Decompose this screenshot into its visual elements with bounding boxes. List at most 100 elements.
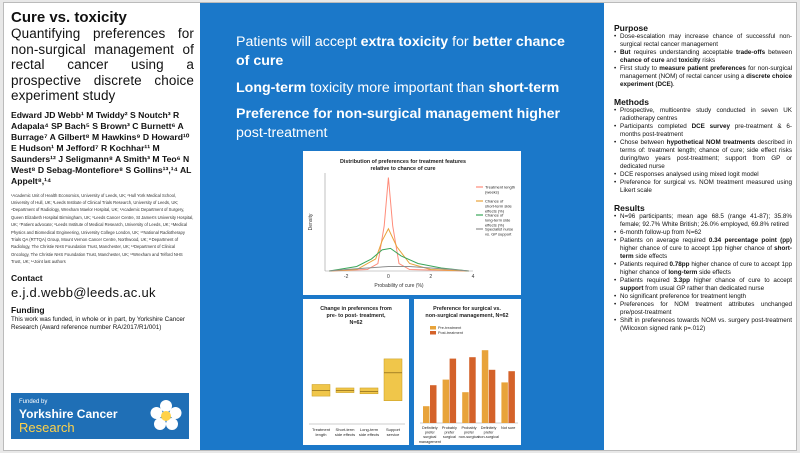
x-tick-label: Treatment length (312, 427, 331, 437)
text-run: extra toxicity (360, 34, 449, 50)
text-run: N=96 participants; mean age 68.5 (range … (620, 213, 792, 228)
poster-subtitle: Quantifying preferences for non-surgical… (11, 26, 194, 103)
center-panel: Patients will accept extra toxicity for … (200, 3, 604, 450)
x-tick-label: -2 (344, 274, 349, 280)
text-run: higher chance of cure to accept 1pp high… (620, 245, 775, 252)
funder-logo: Funded by Yorkshire Cancer Research (11, 393, 189, 439)
legend-swatch (430, 326, 436, 330)
x-tick-label-line: service (387, 432, 400, 437)
text-run: But (620, 49, 631, 56)
x-tick-label: 4 (472, 274, 475, 280)
x-tick-label-line: prefer (484, 431, 495, 435)
y-axis-label: Density (308, 213, 314, 230)
list-item: Participants completed DCE survey pre-tr… (614, 123, 792, 139)
text-run: 6-month follow-up from N=62 (620, 229, 702, 236)
series-line (329, 266, 469, 272)
text-run: Preference for surgical vs. NOM treatmen… (620, 179, 792, 194)
white-rose-icon (150, 400, 182, 430)
legend-label-line: vs. GP support (485, 232, 512, 237)
x-axis-label: Probability of cure (%) (374, 283, 424, 289)
text-run: Shift in preferences towards NOM vs. sur… (620, 317, 792, 332)
bar (449, 358, 457, 423)
list-item: Dose-escalation may increase chance of s… (614, 33, 792, 49)
x-tick-label-line: Probably (462, 426, 477, 430)
chart-title-line: relative to chance of cure (370, 166, 435, 172)
bar (423, 406, 430, 423)
section-heading: Methods (614, 97, 649, 107)
chart-title: Change in preferences from pre- to post- … (320, 306, 392, 326)
text-run: Participants completed (620, 123, 692, 130)
text-run: DCE responses analysed using mixed logit… (620, 171, 759, 178)
legend-label-line: short-term side (485, 204, 512, 209)
x-tick-label: 2 (429, 274, 432, 280)
chart-title-line: Distribution of preferences for treatmen… (340, 159, 466, 165)
text-run: higher chance of cure to accept (689, 277, 792, 284)
text-run: 3.3pp (673, 277, 690, 284)
text-run: requires understanding acceptable (630, 49, 737, 56)
text-run: pre-treatment & 6-months post-treatment (620, 123, 792, 138)
author-list: Edward JD Webb¹ M Twiddy² S Noutch³ R Ad… (11, 109, 192, 186)
text-run: for (448, 34, 473, 50)
bar (508, 371, 515, 423)
bar (430, 385, 437, 423)
text-run: Preference for non-surgical management h… (236, 106, 561, 122)
section-heading: Purpose (614, 23, 649, 33)
text-run: described in terms of: treatment length;… (620, 139, 792, 170)
headline-3: Preference for non-surgical management h… (236, 105, 576, 143)
text-run: Patients on average required (620, 237, 709, 244)
text-run: DCE survey (691, 123, 730, 130)
x-tick-label: Support service (386, 427, 401, 437)
x-tick-label-line: Probably (442, 426, 457, 430)
list-item: No significant preference for treatment … (614, 293, 792, 301)
legend-swatch (430, 331, 436, 335)
funding-text: This work was funded, in whole or in par… (11, 315, 185, 331)
x-tick-label-line: Definitely (481, 426, 497, 430)
text-run: No significant preference for treatment … (620, 293, 747, 300)
text-run: risks (700, 57, 716, 64)
legend-label: Chance of long-term side effects (%) (485, 213, 511, 228)
text-run: between (765, 49, 792, 56)
list-item: Prospective, multicentre study conducted… (614, 107, 792, 123)
x-tick-label-line: prefer (464, 431, 475, 435)
legend-label-line: effects (%) (485, 223, 505, 228)
text-run: side effects (633, 253, 668, 260)
text-run: from usual GP rather than dedicated nurs… (643, 285, 765, 292)
chart-title-line: non-surgical management, N=62 (425, 313, 508, 319)
bar (501, 382, 508, 423)
box (359, 387, 379, 395)
list-item: Patients on average required 0.34 percen… (614, 237, 792, 261)
list-item: But requires understanding acceptable tr… (614, 49, 792, 65)
text-run: Long-term (236, 80, 307, 96)
chart-title-line: Change in preferences from (320, 306, 392, 312)
funding-heading: Funding (11, 304, 45, 315)
legend-label-line: Specialist nurse (485, 227, 514, 232)
chart-title-line: N=62 (349, 320, 362, 326)
list-item: Preference for surgical vs. NOM treatmen… (614, 179, 792, 195)
bar (462, 392, 469, 423)
contact-email[interactable]: e.j.d.webb@leeds.ac.uk (11, 284, 156, 300)
box-chart: Change in preferences from pre- to post- … (303, 299, 409, 445)
text-run: measure patient preferences (659, 65, 746, 72)
text-run: 0.34 percentage point (pp) (708, 237, 792, 244)
text-run: Prospective, multicentre study conducted… (620, 107, 792, 122)
text-run: and (664, 57, 679, 64)
x-tick-label-line: side effects (335, 432, 355, 437)
x-tick-label-line: surgical (423, 435, 436, 439)
x-tick-label-line: side effects (359, 432, 379, 437)
density-chart: Distribution of preferences for treatmen… (303, 151, 521, 295)
legend-label-line: Treatment length (485, 185, 515, 190)
list-item: Shift in preferences towards NOM vs. sur… (614, 317, 792, 333)
text-run: Patients required (620, 277, 674, 284)
logo-name-line2: Research (19, 420, 75, 435)
text-run: trade-offs (736, 49, 766, 56)
text-run: Dose-escalation may increase chance of s… (620, 33, 792, 48)
right-column: PurposeDose-escalation may increase chan… (608, 3, 796, 450)
chart-title-line: pre- to post- treatment, (327, 313, 387, 319)
legend-label: Pre-treatment (438, 326, 462, 330)
headline-1: Patients will accept extra toxicity for … (236, 33, 566, 71)
legend-label-line: effects (%) (485, 209, 505, 214)
x-tick-label: 0 (387, 274, 390, 280)
text-run: side effects (697, 269, 731, 276)
chart-title: Preference for surgical vs. non-surgical … (425, 306, 508, 319)
x-tick-label-line: surgical (443, 435, 456, 439)
